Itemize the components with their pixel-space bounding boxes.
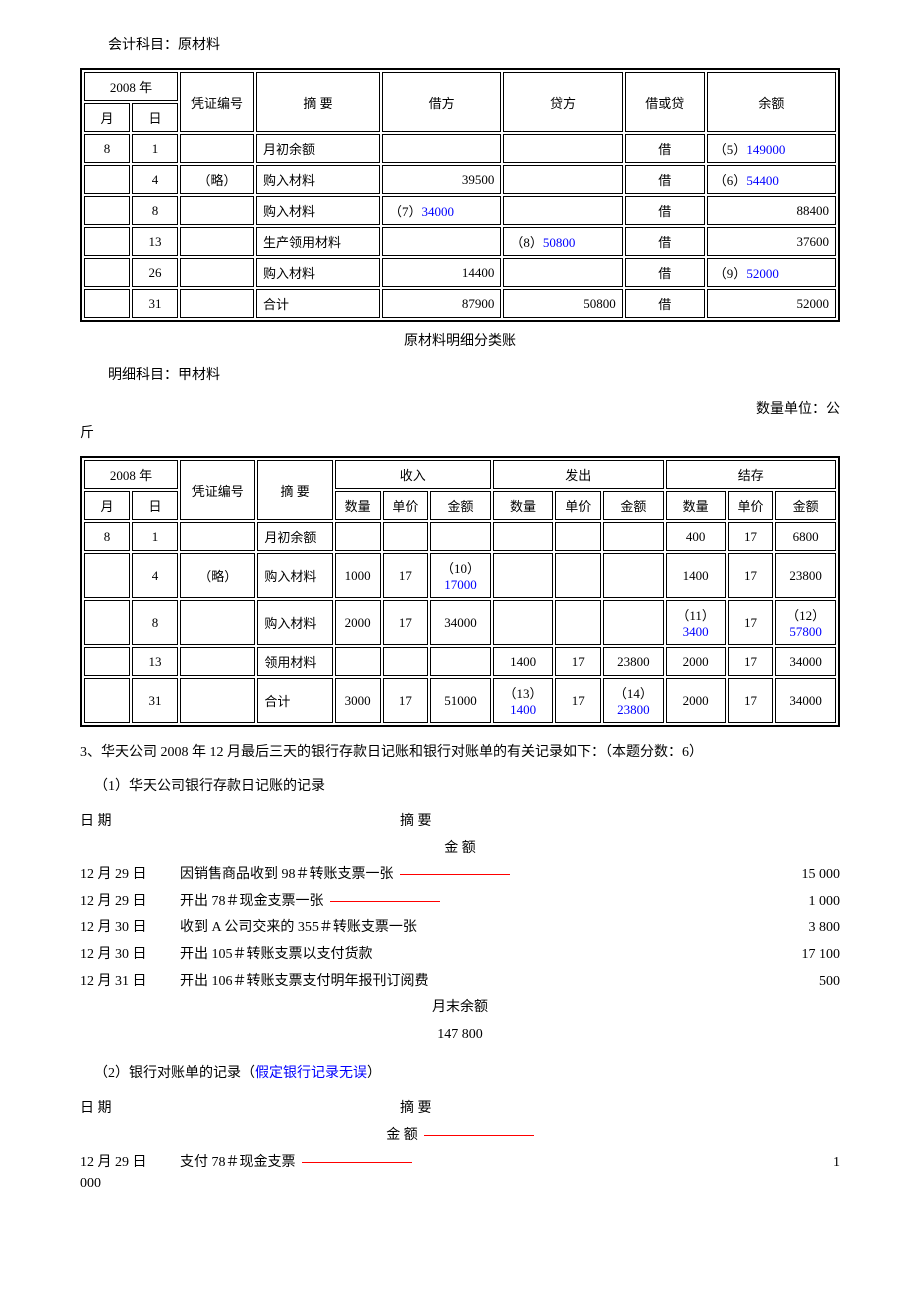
subject-label-2: 明细科目：甲材料 [80,364,840,384]
bank-row: 12 月 29 日支付 78＃现金支票1 [80,1150,840,1177]
table-row: 13生产领用材料（8）50800借37600 [84,227,836,256]
month-header-2: 月 [84,491,130,520]
subject-label-1: 会计科目：原材料 [80,34,840,54]
q3-month-end-value: 147 800 [80,1022,840,1049]
unit-label-suffix: 斤 [80,422,840,442]
detail-ledger-title: 原材料明细分类账 [80,330,840,350]
table-row: 31合计8790050800借52000 [84,289,836,318]
q3-summary-header-2: 摘 要 [112,1096,721,1123]
q3-month-end-label: 月末余额 [80,995,840,1022]
table-row: 4（略）购入材料100017（10）1700014001723800 [84,553,836,598]
q3-date-header: 日 期 [80,809,112,836]
journal-row: 12 月 29 日开出 78＃现金支票一张1 000 [80,889,840,916]
table-row: 81月初余额借（5）149000 [84,134,836,163]
bal-amt: 金额 [775,491,836,520]
summary-header: 摘 要 [256,72,380,132]
month-header: 月 [84,103,130,132]
bal-header: 结存 [666,460,836,489]
ledger-table-1: 2008 年 凭证编号 摘 要 借方 贷方 借或贷 余额 月 日 81月初余额借… [80,68,840,322]
dc-header: 借或贷 [625,72,705,132]
journal-row: 12 月 31 日开出 106＃转账支票支付明年报刊订阅费500 [80,969,840,996]
table-row: 13领用材料1400172380020001734000 [84,647,836,676]
table-row: 8购入材料（7）34000借88400 [84,196,836,225]
q3-part1-title: （1）华天公司银行存款日记账的记录 [80,775,840,795]
journal-row: 12 月 30 日开出 105＃转账支票以支付货款17 100 [80,942,840,969]
table-row: 8购入材料20001734000（11）340017（12）57800 [84,600,836,645]
year-header: 2008 年 [84,72,178,101]
bal-qty: 数量 [666,491,726,520]
in-header: 收入 [335,460,491,489]
debit-header: 借方 [382,72,501,132]
ledger-table-2: 2008 年 凭证编号 摘 要 收入 发出 结存 月 日 数量 单价 金额 数量… [80,456,840,727]
out-header: 发出 [493,460,664,489]
summary-header-2: 摘 要 [257,460,332,520]
q3-date-header-2: 日 期 [80,1096,112,1123]
q3-summary-header: 摘 要 [112,809,721,836]
journal-row: 12 月 30 日收到 A 公司交来的 355＃转账支票一张3 800 [80,915,840,942]
balance-header: 余额 [707,72,836,132]
unit-label-prefix: 数量单位：公 [80,398,840,418]
in-price: 单价 [383,491,429,520]
table-row: 81月初余额400176800 [84,522,836,551]
out-amt: 金额 [603,491,664,520]
year-header-2: 2008 年 [84,460,178,489]
in-qty: 数量 [335,491,381,520]
credit-header: 贷方 [503,72,622,132]
q3-amount-header-2: 金 额 [80,1123,840,1150]
day-header: 日 [132,103,178,132]
bal-price: 单价 [728,491,774,520]
table-row: 26购入材料14400借（9）52000 [84,258,836,287]
bank-row-cont: 000 [80,1176,840,1192]
journal-row: 12 月 29 日因销售商品收到 98＃转账支票一张15 000 [80,862,840,889]
voucher-header: 凭证编号 [180,72,254,132]
table-row: 31合计30001751000（13）140017（14）23800200017… [84,678,836,723]
out-qty: 数量 [493,491,554,520]
out-price: 单价 [555,491,601,520]
q3-heading: 3、华天公司 2008 年 12 月最后三天的银行存款日记账和银行对账单的有关记… [80,741,840,761]
q3-amount-header: 金 额 [80,836,840,863]
table-row: 4（略）购入材料39500借（6）54400 [84,165,836,194]
in-amt: 金额 [430,491,491,520]
day-header-2: 日 [132,491,178,520]
q3-part2-title: （2）银行对账单的记录（假定银行记录无误） [80,1062,840,1082]
voucher-header-2: 凭证编号 [180,460,255,520]
